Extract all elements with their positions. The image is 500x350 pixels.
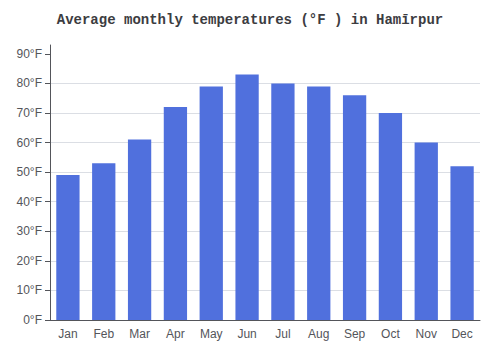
- svg-text:30°F: 30°F: [17, 224, 42, 238]
- svg-text:10°F: 10°F: [17, 283, 42, 297]
- svg-text:0°F: 0°F: [23, 313, 42, 327]
- svg-text:Sep: Sep: [344, 327, 366, 341]
- svg-text:Apr: Apr: [166, 327, 185, 341]
- svg-text:50°F: 50°F: [17, 165, 42, 179]
- svg-text:60°F: 60°F: [17, 136, 42, 150]
- svg-text:80°F: 80°F: [17, 76, 42, 90]
- svg-text:Jul: Jul: [275, 327, 290, 341]
- svg-text:Jan: Jan: [58, 327, 77, 341]
- svg-text:Oct: Oct: [381, 327, 400, 341]
- svg-text:Jun: Jun: [237, 327, 256, 341]
- svg-text:70°F: 70°F: [17, 106, 42, 120]
- svg-text:20°F: 20°F: [17, 254, 42, 268]
- svg-text:90°F: 90°F: [17, 47, 42, 61]
- svg-text:Aug: Aug: [308, 327, 329, 341]
- svg-text:Dec: Dec: [451, 327, 472, 341]
- svg-text:May: May: [200, 327, 223, 341]
- svg-text:Mar: Mar: [129, 327, 150, 341]
- svg-text:40°F: 40°F: [17, 195, 42, 209]
- svg-text:Nov: Nov: [416, 327, 437, 341]
- svg-text:Average monthly temperatures (: Average monthly temperatures (°F ) in Ha…: [57, 12, 443, 28]
- svg-text:Feb: Feb: [93, 327, 114, 341]
